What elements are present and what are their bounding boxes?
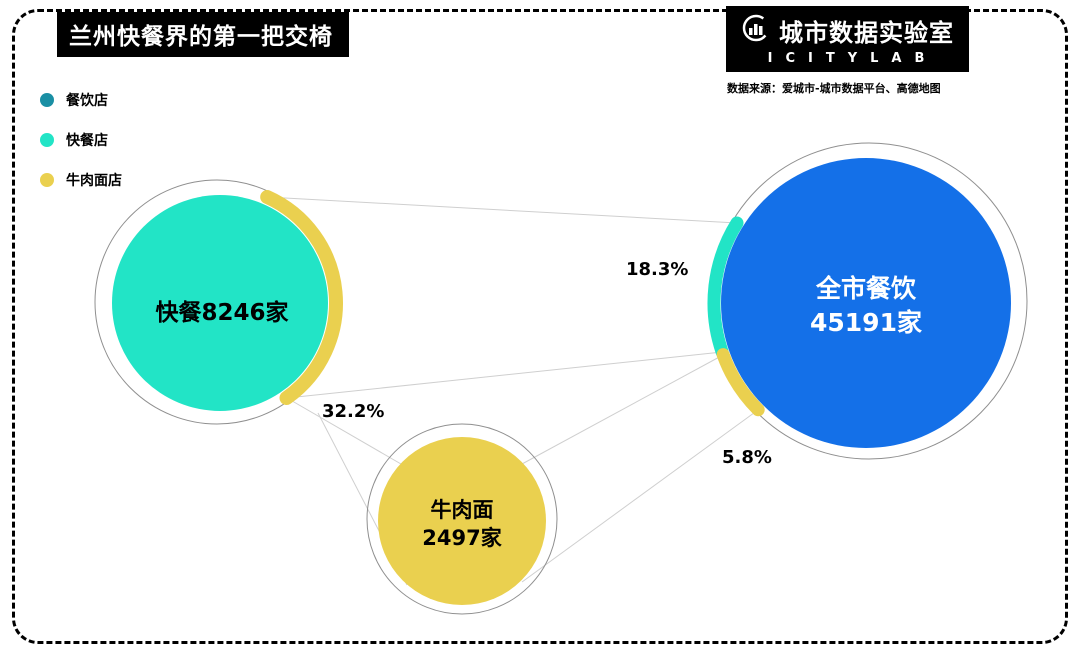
logo-subtitle: ICITYLAB xyxy=(767,50,938,66)
legend-item-noodle: 牛肉面店 xyxy=(40,170,122,190)
connector-line xyxy=(521,409,759,583)
all-restaurants-bubble xyxy=(721,158,1011,448)
legend-label-noodle: 牛肉面店 xyxy=(66,173,122,189)
percent-label-fastfood-of-all: 18.3% xyxy=(626,259,689,280)
noodle-bubble-label-line2: 2497家 xyxy=(422,526,502,551)
all-restaurants-bubble-label-line1: 全市餐饮 xyxy=(815,274,916,303)
all-restaurants-bubble-label-line2: 45191家 xyxy=(810,307,922,337)
fastfood-bubble-label-line1: 快餐8246家 xyxy=(155,300,289,326)
legend-dot-restaurants xyxy=(40,93,54,107)
logo-row: 城市数据实验室 xyxy=(741,13,954,48)
fastfood-bubble-label: 快餐8246家 xyxy=(110,293,334,327)
connector-line xyxy=(286,351,723,399)
percent-label-noodle-of-fastfood: 32.2% xyxy=(322,401,385,422)
legend-label-restaurants: 餐饮店 xyxy=(66,93,108,109)
all-restaurants-bubble-label: 全市餐饮 45191家 xyxy=(766,272,966,340)
logo-name: 城市数据实验室 xyxy=(779,18,954,47)
noodle-bubble-label-line1: 牛肉面 xyxy=(430,498,494,522)
percent-label-noodle-of-all: 5.8% xyxy=(722,447,772,468)
legend-label-fastfood: 快餐店 xyxy=(66,133,108,149)
bar-chart-logo-icon xyxy=(741,13,771,47)
fastfood-bubble xyxy=(112,195,328,411)
noodle-share-of-all-arc xyxy=(716,348,765,417)
legend-item-restaurants: 餐饮店 xyxy=(40,90,122,110)
connector-line xyxy=(286,397,402,465)
noodle-bubble xyxy=(378,437,546,605)
noodle-outline-circle xyxy=(366,423,558,615)
fastfood-share-of-all-arc xyxy=(707,216,744,359)
legend-item-fastfood: 快餐店 xyxy=(40,130,122,150)
legend-dot-fastfood xyxy=(40,133,54,147)
logo: 城市数据实验室 ICITYLAB xyxy=(726,6,969,72)
legend-dot-noodle xyxy=(40,173,54,187)
noodle-share-of-fastfood-arc xyxy=(260,190,343,405)
connector-line xyxy=(521,354,724,465)
connector-line xyxy=(266,196,738,224)
legend: 餐饮店 快餐店 牛肉面店 xyxy=(40,90,122,210)
page-title: 兰州快餐界的第一把交椅 xyxy=(57,12,349,57)
noodle-bubble-label: 牛肉面 2497家 xyxy=(392,496,532,553)
data-source-text: 数据来源：爱城市-城市数据平台、高德地图 xyxy=(727,82,941,95)
